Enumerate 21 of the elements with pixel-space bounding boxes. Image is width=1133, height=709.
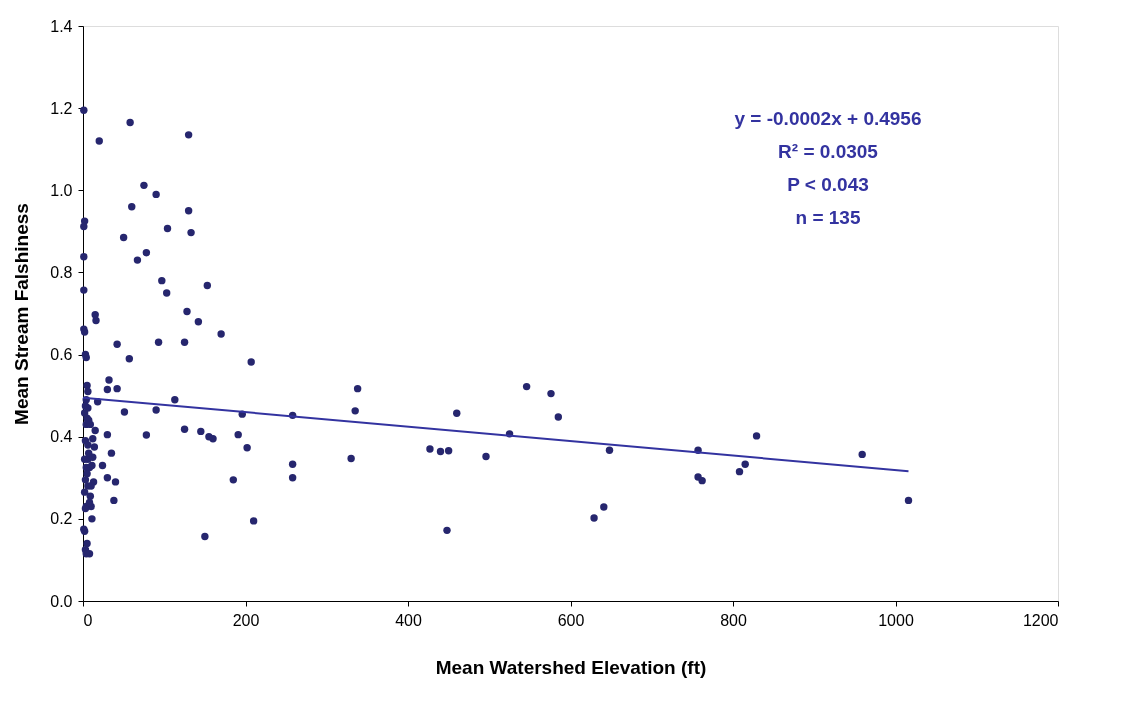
y-tick-label: 1.2 bbox=[50, 99, 73, 117]
x-tick-label: 400 bbox=[395, 611, 422, 629]
y-tick-label: 1.0 bbox=[50, 181, 73, 199]
x-axis-title: Mean Watershed Elevation (ft) bbox=[435, 656, 707, 678]
y-tick-label: 0.4 bbox=[50, 428, 73, 446]
annotation: P < 0.043 bbox=[787, 174, 869, 195]
annotation: y = -0.0002x + 0.4956 bbox=[734, 108, 922, 129]
y-axis-title: Mean Stream Falshiness bbox=[11, 203, 33, 425]
x-tick-label: 0 bbox=[83, 611, 93, 629]
x-tick-label: 1000 bbox=[878, 611, 914, 629]
y-tick-label: 0.6 bbox=[50, 346, 73, 364]
annotation: n = 135 bbox=[795, 207, 861, 228]
y-tick-label: 0.8 bbox=[50, 263, 73, 281]
y-tick-label: 0.2 bbox=[50, 510, 73, 528]
x-tick-label: 200 bbox=[232, 611, 260, 629]
annotation: R² = 0.0305 bbox=[778, 141, 879, 162]
y-tick-label: 1.4 bbox=[50, 17, 73, 35]
y-tick-label: 0.0 bbox=[50, 592, 73, 610]
x-tick-label: 600 bbox=[557, 611, 585, 629]
x-tick-label: 800 bbox=[720, 611, 747, 629]
x-tick-label: 1200 bbox=[1022, 611, 1059, 629]
